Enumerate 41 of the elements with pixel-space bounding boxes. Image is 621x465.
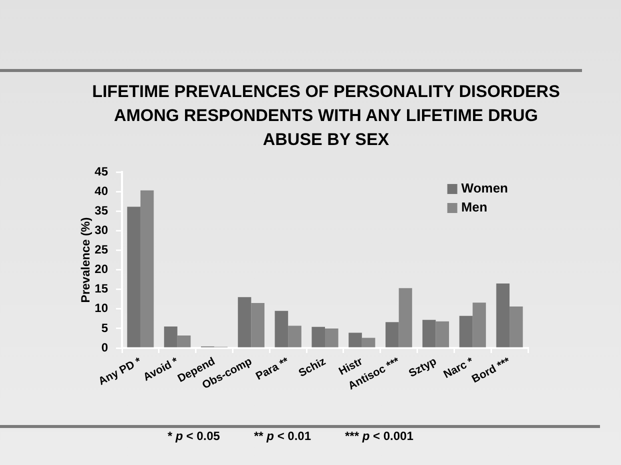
text: * p < 0.05 [168, 429, 220, 443]
bar [288, 326, 302, 348]
y-tick-label: 25 [94, 242, 108, 257]
bar [386, 322, 399, 348]
legend-label: Women [461, 180, 508, 196]
bar [312, 326, 325, 348]
y-tick-label: 45 [94, 164, 108, 178]
bar [422, 320, 436, 348]
y-axis-title: Prevalence (%) [78, 217, 93, 303]
x-tick-label: Para ** [254, 355, 292, 383]
y-tick-label: 30 [94, 222, 108, 237]
bar [238, 297, 252, 348]
bar [496, 283, 510, 348]
text: ** p < 0.01 [254, 429, 312, 443]
legend-label: Men [461, 200, 488, 215]
text: *** p < 0.001 [345, 429, 414, 443]
y-tick-label: 35 [94, 203, 108, 218]
y-tick-label: 5 [101, 320, 108, 335]
bar [251, 303, 264, 348]
bar [436, 321, 450, 348]
bar [348, 332, 362, 348]
bar [177, 335, 191, 348]
chart-title: LIFETIME PREVALENCES OF PERSONALITY DISORDERS AMONG RESPONDENTS WITH ANY LIFETIME DRUG ABUSE BY SEX [91, 81, 561, 151]
bar [510, 306, 523, 348]
bar [164, 326, 178, 348]
bar [127, 206, 140, 348]
x-tick-label: Schiz [296, 355, 328, 380]
bar [398, 288, 412, 348]
y-tick-label: 10 [94, 301, 108, 316]
bar [274, 310, 288, 348]
x-tick-label: Any PD * [96, 355, 144, 388]
bar [472, 302, 486, 348]
bar [325, 328, 338, 348]
y-tick-label: 0 [101, 340, 108, 354]
x-tick-label: Sztyp [407, 355, 439, 380]
y-tick-label: 15 [94, 282, 108, 296]
bar [140, 190, 154, 348]
bar [459, 316, 473, 348]
bar [362, 338, 376, 348]
y-tick-label: 40 [94, 184, 108, 198]
y-tick-label: 20 [94, 262, 108, 276]
